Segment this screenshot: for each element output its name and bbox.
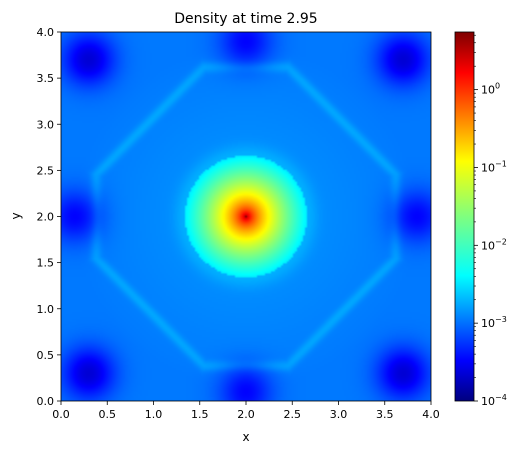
density-heatmap: [61, 32, 431, 401]
colorbar-ticks: 10−4 10−3 10−2 10−1 100: [474, 34, 507, 408]
y-tick-label: 2.5: [37, 164, 55, 177]
x-tick-label: 0.0: [52, 408, 70, 421]
x-axis: 0.0 0.5 1.0 1.5 2.0 2.5 3.0 3.5 4.0: [52, 401, 440, 421]
colorbar: [454, 31, 475, 402]
y-tick-label: 1.5: [37, 257, 55, 270]
y-tick-label: 2.0: [37, 211, 55, 224]
x-tick-label: 1.5: [191, 408, 209, 421]
y-axis: 0.0 0.5 1.0 1.5 2.0 2.5 3.0 3.5 4.0: [37, 26, 61, 408]
colorbar-tick-label: 100: [481, 82, 500, 97]
x-tick-label: 2.0: [237, 408, 255, 421]
y-axis-label: y: [9, 212, 23, 219]
colorbar-tick-label: 10−2: [481, 237, 507, 252]
colorbar-tick-label: 10−3: [481, 315, 507, 330]
y-tick-label: 3.0: [37, 118, 55, 131]
y-tick-label: 0.0: [37, 395, 55, 408]
y-tick-label: 0.5: [37, 349, 55, 362]
y-tick-label: 1.0: [37, 303, 55, 316]
y-tick-label: 3.5: [37, 72, 55, 85]
colorbar-tick-label: 10−4: [481, 393, 507, 408]
x-tick-label: 1.0: [145, 408, 163, 421]
x-tick-label: 3.0: [330, 408, 348, 421]
x-axis-label: x: [242, 430, 249, 444]
colorbar-tick-label: 10−1: [481, 159, 507, 174]
x-tick-label: 4.0: [422, 408, 440, 421]
x-tick-label: 3.5: [376, 408, 394, 421]
x-tick-label: 2.5: [284, 408, 302, 421]
chart-title: Density at time 2.95: [174, 11, 317, 27]
y-tick-label: 4.0: [37, 26, 55, 39]
x-tick-label: 0.5: [99, 408, 117, 421]
